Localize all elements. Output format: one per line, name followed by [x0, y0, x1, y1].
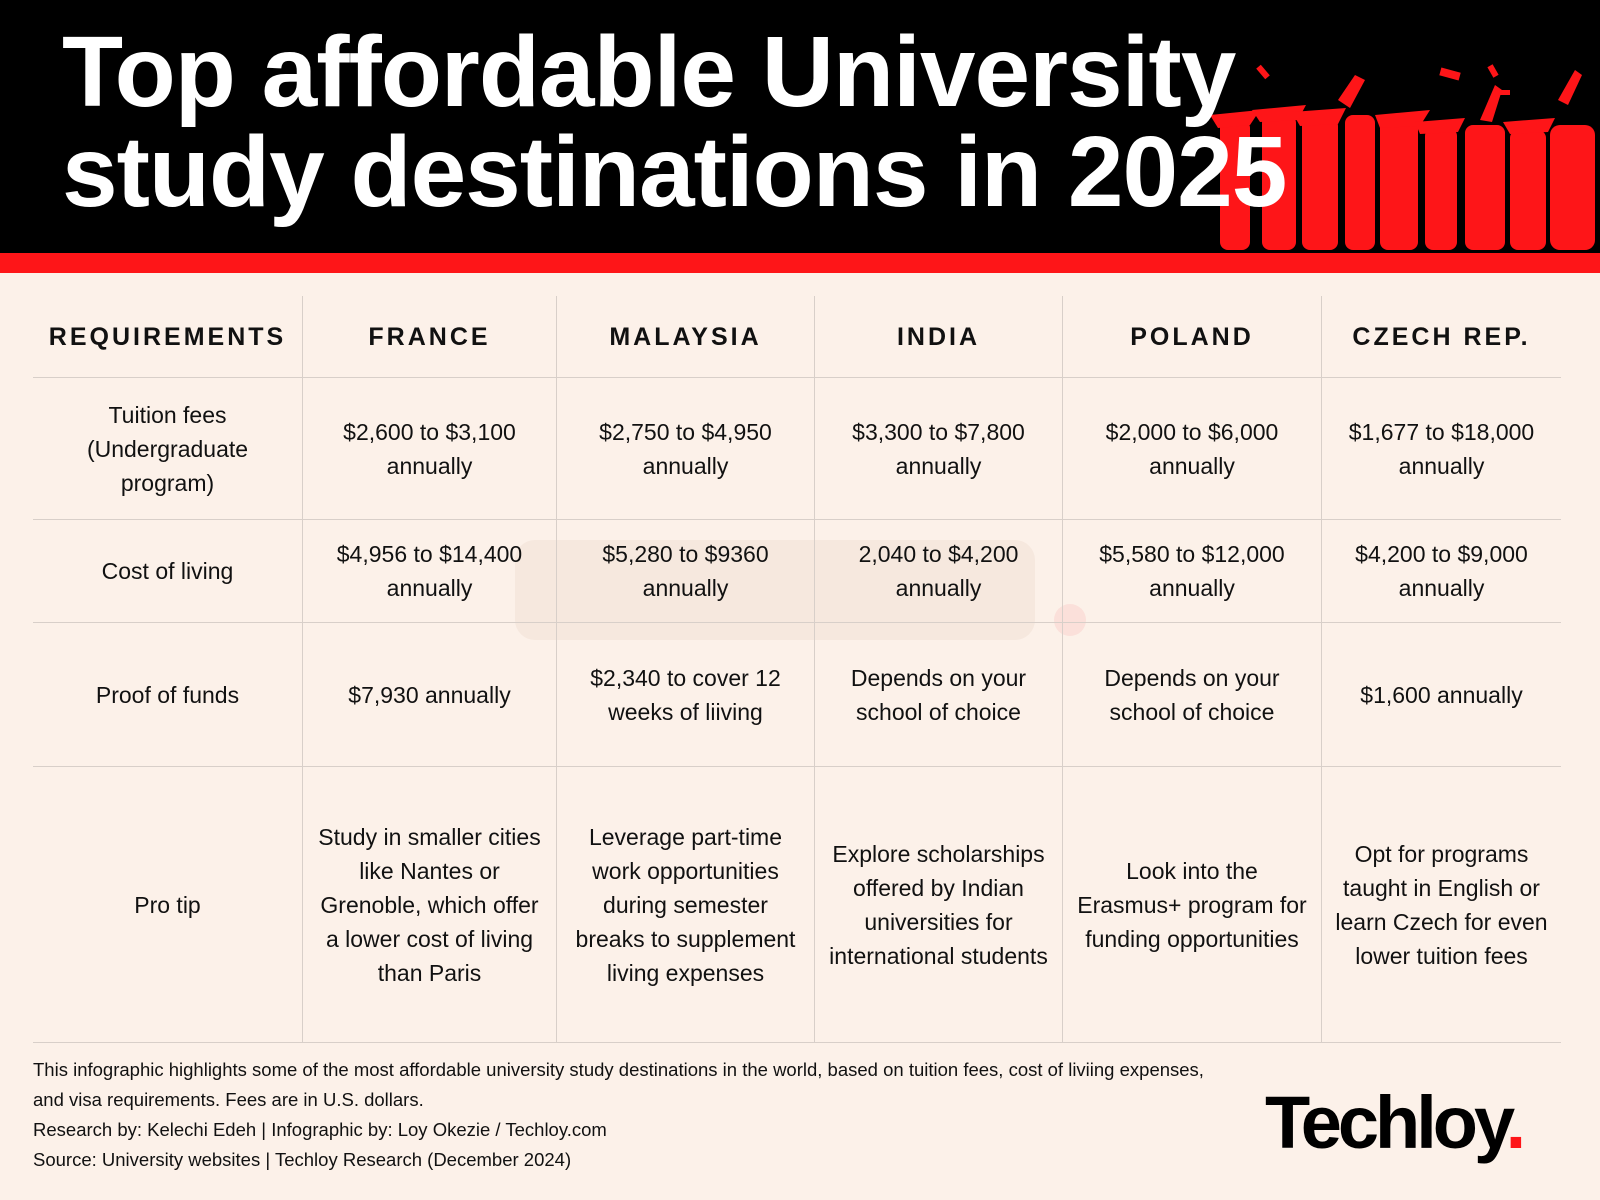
- page-title: Top affordable University study destinat…: [62, 16, 1287, 228]
- footer-source: Source: University websites | Techloy Re…: [33, 1149, 572, 1170]
- table-cell: $5,280 to $9360 annually: [556, 520, 814, 623]
- table-cell: $4,956 to $14,400 annually: [302, 520, 556, 623]
- column-header: CZECH REP.: [1321, 296, 1561, 378]
- table-cell: $5,580 to $12,000 annually: [1062, 520, 1321, 623]
- table-cell: $3,300 to $7,800 annually: [814, 378, 1062, 520]
- table-cell: Depends on your school of choice: [814, 623, 1062, 767]
- comparison-table: REQUIREMENTS FRANCE MALAYSIA INDIA POLAND CZE…: [33, 296, 1561, 1043]
- footer: This infographic highlights some of the …: [33, 1055, 1213, 1175]
- table-cell: $7,930 annually: [302, 623, 556, 767]
- table-cell: $2,340 to cover 12 weeks of liiving: [556, 623, 814, 767]
- table-cell: $1,600 annually: [1321, 623, 1561, 767]
- row-label: Tuition fees (Undergraduate program): [33, 378, 302, 520]
- table-cell: $2,600 to $3,100 annually: [302, 378, 556, 520]
- table-cell: $2,750 to $4,950 annually: [556, 378, 814, 520]
- graduates-silhouette-icon: [1210, 64, 1595, 250]
- row-label: Pro tip: [33, 767, 302, 1043]
- table-cell: Look into the Erasmus+ program for fundi…: [1062, 767, 1321, 1043]
- column-header: FRANCE: [302, 296, 556, 378]
- column-header: INDIA: [814, 296, 1062, 378]
- table-cell: Opt for programs taught in English or le…: [1321, 767, 1561, 1043]
- techloy-logo: Techloy.: [1265, 1080, 1526, 1165]
- table-cell: $4,200 to $9,000 annually: [1321, 520, 1561, 623]
- table-cell: $1,677 to $18,000 annually: [1321, 378, 1561, 520]
- header-banner: Top affordable University study destinat…: [0, 0, 1600, 253]
- row-label: Proof of funds: [33, 623, 302, 767]
- table-cell: 2,040 to $4,200 annually: [814, 520, 1062, 623]
- column-header: POLAND: [1062, 296, 1321, 378]
- table-cell: $2,000 to $6,000 annually: [1062, 378, 1321, 520]
- logo-text: Techloy: [1265, 1081, 1510, 1164]
- title-line-1: Top affordable University: [62, 16, 1236, 128]
- column-header: REQUIREMENTS: [33, 296, 302, 378]
- title-line-2: study destinations in 2025: [62, 116, 1287, 228]
- table-cell: Study in smaller cities like Nantes or G…: [302, 767, 556, 1043]
- footer-description: This infographic highlights some of the …: [33, 1059, 1204, 1110]
- table-cell: Explore scholarships offered by Indian u…: [814, 767, 1062, 1043]
- row-label: Cost of living: [33, 520, 302, 623]
- table-cell: Depends on your school of choice: [1062, 623, 1321, 767]
- accent-bar: [0, 253, 1600, 273]
- logo-dot: .: [1505, 1081, 1526, 1164]
- footer-credits: Research by: Kelechi Edeh | Infographic …: [33, 1119, 607, 1140]
- column-header: MALAYSIA: [556, 296, 814, 378]
- table-cell: Leverage part-time work opportunities du…: [556, 767, 814, 1043]
